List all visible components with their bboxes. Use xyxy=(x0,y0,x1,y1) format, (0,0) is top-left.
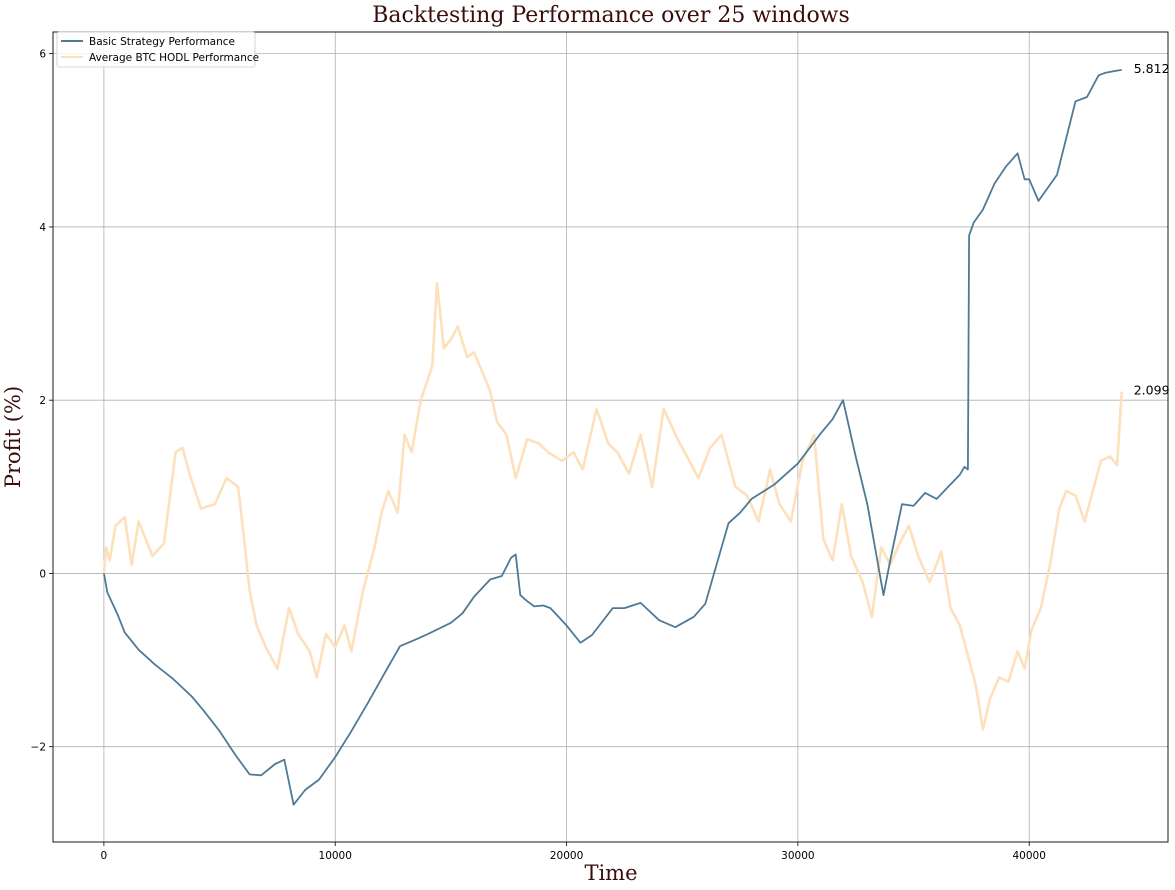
legend-label-hodl: Average BTC HODL Performance xyxy=(89,52,259,64)
x-tick-label: 10000 xyxy=(319,850,352,862)
y-tick-label: 6 xyxy=(39,49,46,61)
x-tick-label: 0 xyxy=(101,850,108,862)
end-labels: 2.099 5.812 xyxy=(1134,61,1170,398)
legend: Basic Strategy Performance Average BTC H… xyxy=(56,31,259,68)
series-line-strategy xyxy=(103,69,1122,806)
x-tick-label: 20000 xyxy=(550,850,583,862)
y-axis-label: Profit (%) xyxy=(1,386,25,488)
legend-label-strategy: Basic Strategy Performance xyxy=(89,36,235,48)
y-tick-label: −2 xyxy=(31,742,46,754)
end-label-strategy: 5.812 xyxy=(1134,61,1170,76)
y-tick-label: 2 xyxy=(39,395,46,407)
x-tick-label: 40000 xyxy=(1013,850,1046,862)
x-tick-label: 30000 xyxy=(781,850,814,862)
y-tick-label: 4 xyxy=(39,222,46,234)
ticks: 0 10000 20000 30000 40000 −2 0 2 4 6 xyxy=(31,49,1046,862)
series-line-hodl xyxy=(102,281,1123,731)
legend-frame xyxy=(56,31,256,68)
chart-title: Backtesting Performance over 25 windows xyxy=(372,3,850,28)
plot-frame xyxy=(52,31,1169,843)
x-axis-label: Time xyxy=(584,861,637,885)
y-tick-label: 0 xyxy=(39,568,46,580)
grid xyxy=(53,32,1168,842)
series-group xyxy=(102,69,1123,806)
end-label-hodl: 2.099 xyxy=(1134,383,1170,398)
